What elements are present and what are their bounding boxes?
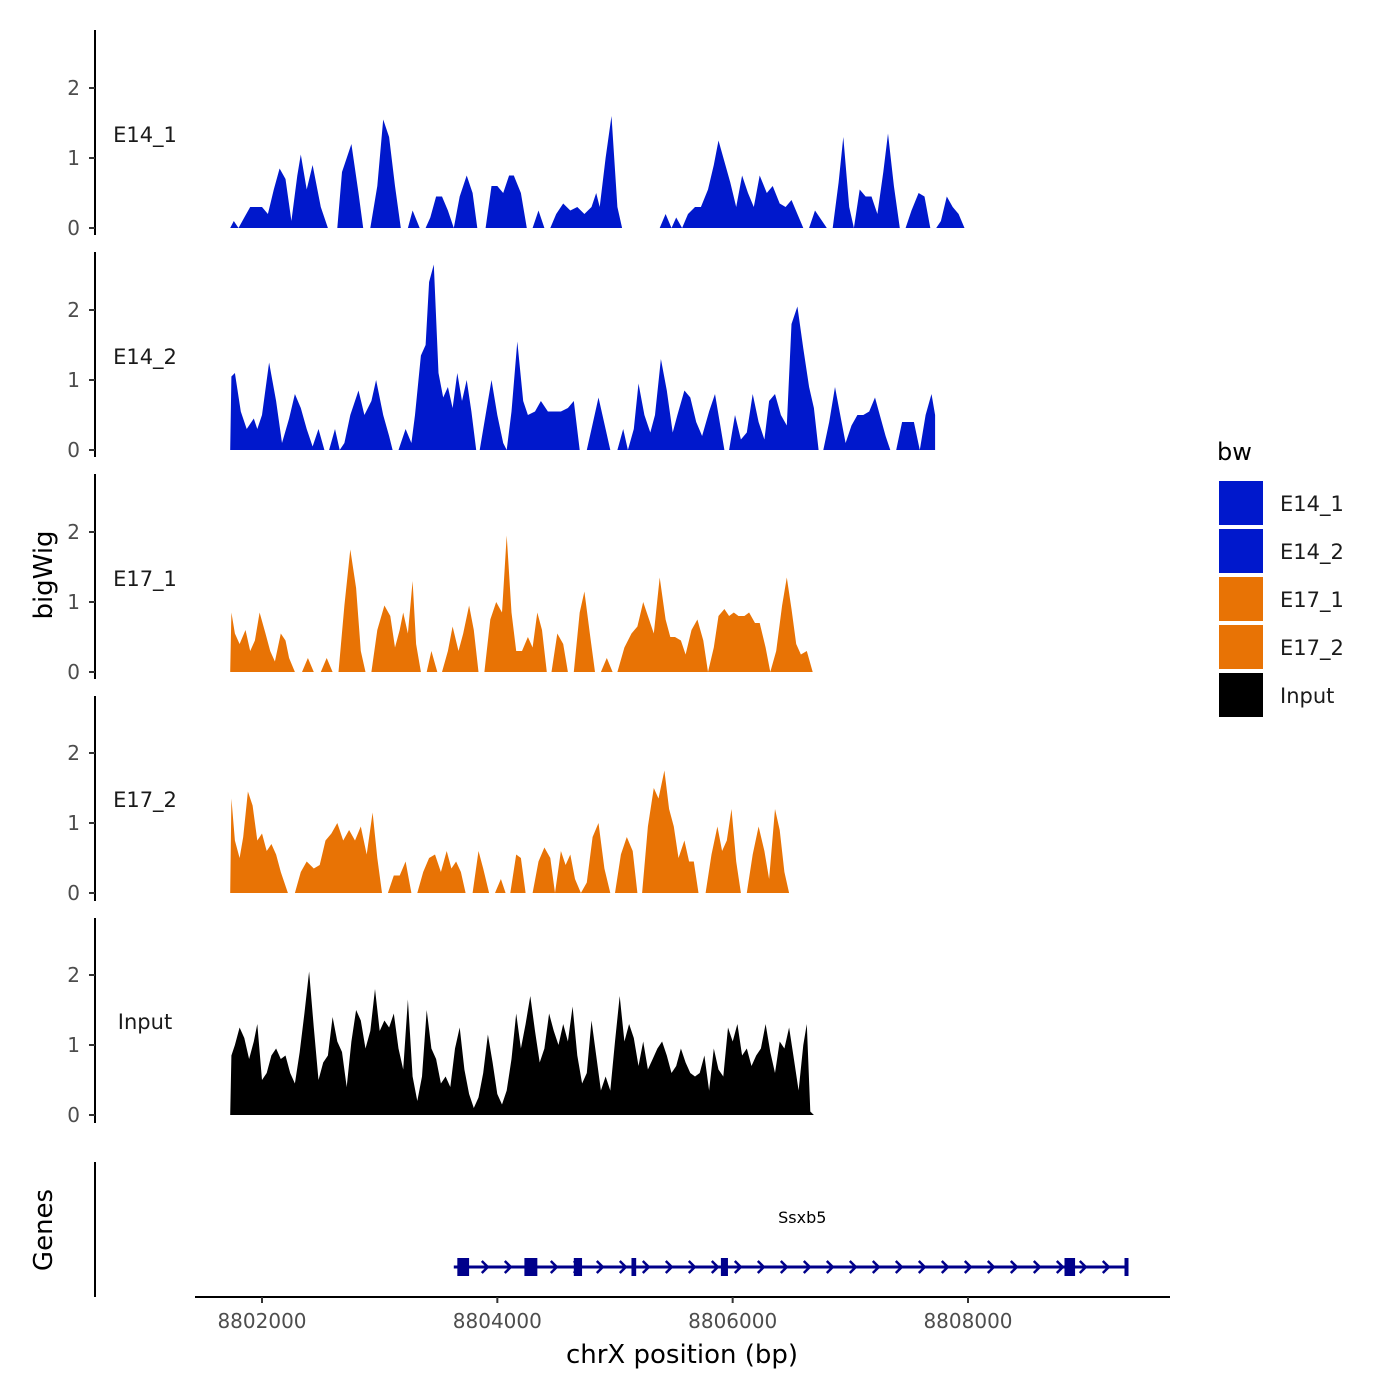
y-tick-label: 2	[67, 298, 80, 322]
y-tick-label: 2	[67, 963, 80, 987]
x-ticks: 8802000 8804000 8806000 8808000	[217, 1297, 1013, 1333]
strand-arrow	[710, 1260, 720, 1274]
strand-arrow	[503, 1260, 513, 1274]
y-tick-label: 2	[67, 520, 80, 544]
x-tick-label: 8806000	[688, 1309, 777, 1333]
strand-arrow	[894, 1260, 904, 1274]
legend-swatch-E17_1	[1217, 575, 1265, 623]
strand-arrow	[733, 1260, 743, 1274]
strand-arrow	[756, 1260, 766, 1274]
strand-arrow	[664, 1260, 674, 1274]
strand-arrow	[618, 1260, 628, 1274]
y-tick-label: 1	[67, 1033, 80, 1057]
gene-exon	[720, 1258, 728, 1276]
gene-exon	[524, 1258, 538, 1276]
gene-exon	[1124, 1258, 1129, 1276]
legend-swatch-E17_2	[1217, 623, 1265, 671]
legend-items: E14_1 E14_2 E17_1 E17_2 Input	[1217, 479, 1344, 719]
legend-label-E17_2: E17_2	[1280, 636, 1344, 661]
strand-arrow	[641, 1260, 651, 1274]
legend: bw E14_1 E14_2 E17_1 E17_2 Input	[1217, 438, 1344, 719]
y-tick-label: 1	[67, 368, 80, 392]
strand-arrow	[963, 1260, 973, 1274]
strand-arrow	[1032, 1260, 1042, 1274]
signal-area-E17_1	[230, 535, 813, 672]
track-panels: 0 1 2 E14_1 0 1 2 E14_2 0 1 2 E17_1 0 1 2 E17_2 0 1 2 Input	[67, 30, 965, 1127]
legend-label-E14_1: E14_1	[1280, 492, 1344, 517]
strand-arrow	[480, 1260, 490, 1274]
legend-label-E14_2: E14_2	[1280, 540, 1344, 565]
track-label-Input: Input	[118, 1010, 172, 1034]
y-tick-label: 2	[67, 741, 80, 765]
signal-area-Input	[230, 971, 814, 1115]
gene-model	[453, 1258, 1129, 1276]
legend-swatch-E14_1	[1217, 479, 1265, 527]
track-label-E14_1: E14_1	[113, 123, 177, 148]
signal-area-E17_2	[230, 770, 790, 893]
strand-arrow	[549, 1260, 559, 1274]
strand-arrow	[1055, 1260, 1065, 1274]
x-tick-label: 8802000	[217, 1309, 306, 1333]
track-panel-Input: 0 1 2 Input	[67, 918, 814, 1127]
track-panel-E17_1: 0 1 2 E17_1	[67, 474, 813, 684]
gene-name-label: Ssxb5	[778, 1208, 826, 1227]
strand-arrow	[871, 1260, 881, 1274]
x-tick-label: 8804000	[453, 1309, 542, 1333]
y-tick-label: 0	[67, 660, 80, 684]
strand-arrow	[986, 1260, 996, 1274]
strand-arrow	[825, 1260, 835, 1274]
gene-exon	[1064, 1258, 1076, 1276]
signal-area-E14_2	[230, 264, 936, 450]
x-axis-title: chrX position (bp)	[566, 1340, 798, 1370]
track-panel-E14_2: 0 1 2 E14_2	[67, 252, 936, 462]
strand-arrow	[848, 1260, 858, 1274]
strand-arrow	[595, 1260, 605, 1274]
x-axis: 8802000 8804000 8806000 8808000 chrX positi…	[195, 1296, 1170, 1370]
y-tick-label: 1	[67, 590, 80, 614]
strand-arrow	[1009, 1260, 1019, 1274]
x-tick-label: 8808000	[923, 1309, 1012, 1333]
track-panel-E14_1: 0 1 2 E14_1	[67, 30, 965, 240]
strand-arrow	[687, 1260, 697, 1274]
y-tick-label: 0	[67, 881, 80, 905]
y-axis-title: bigWig	[29, 530, 59, 619]
y-tick-label: 1	[67, 146, 80, 170]
gene-exon	[573, 1258, 583, 1276]
track-label-E14_2: E14_2	[113, 345, 177, 370]
legend-title: bw	[1217, 438, 1252, 466]
y-tick-label: 0	[67, 438, 80, 462]
strand-arrow	[1078, 1260, 1088, 1274]
gene-exon	[631, 1258, 637, 1276]
legend-label-Input: Input	[1280, 684, 1334, 708]
strand-arrow	[802, 1260, 812, 1274]
strand-arrow	[779, 1260, 789, 1274]
strand-arrow	[1101, 1260, 1111, 1274]
legend-label-E17_1: E17_1	[1280, 588, 1344, 613]
y-tick-label: 2	[67, 76, 80, 100]
y-tick-label: 0	[67, 216, 80, 240]
track-label-E17_2: E17_2	[113, 788, 177, 813]
legend-swatch-Input	[1217, 671, 1265, 719]
strand-arrow	[917, 1260, 927, 1274]
legend-swatch-E14_2	[1217, 527, 1265, 575]
gene-exon	[457, 1258, 470, 1276]
signal-area-E14_1	[230, 116, 965, 228]
genes-track: Genes Ssxb5	[29, 1162, 1129, 1297]
y-tick-label: 1	[67, 811, 80, 835]
genes-axis-title: Genes	[29, 1189, 59, 1271]
y-tick-label: 0	[67, 1103, 80, 1127]
strand-arrow	[940, 1260, 950, 1274]
track-panel-E17_2: 0 1 2 E17_2	[67, 696, 790, 905]
track-label-E17_1: E17_1	[113, 567, 177, 592]
